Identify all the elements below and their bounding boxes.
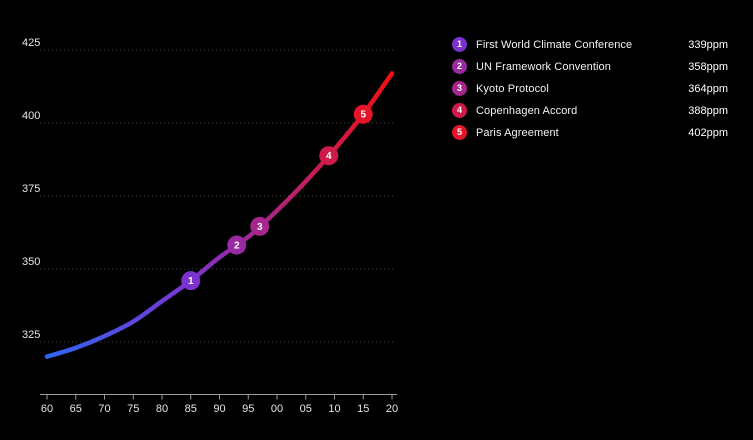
y-axis-tick-label: 325 (22, 329, 40, 341)
legend-item-value: 358ppm (688, 60, 728, 73)
event-marker-number: 3 (257, 222, 263, 233)
x-axis-tick-label: 15 (357, 403, 369, 415)
legend: 1 First World Climate Conference 339ppm 2 UN… (452, 37, 728, 140)
legend-item-label: Kyoto Protocol (476, 82, 549, 95)
x-axis-tick-label: 85 (185, 403, 197, 415)
x-axis-tick-label: 60 (41, 403, 53, 415)
legend-marker-badge: 2 (452, 59, 467, 74)
event-markers: 1 2 3 4 5 (181, 104, 373, 291)
event-marker-4: 4 (319, 146, 339, 166)
x-axis-tick-label: 75 (127, 403, 139, 415)
event-marker-5: 5 (353, 104, 373, 124)
legend-item-label: Copenhagen Accord (476, 104, 578, 117)
x-axis-tick-label: 65 (70, 403, 82, 415)
y-axis-tick-label: 350 (22, 256, 40, 268)
x-axis: 60 65 70 75 80 85 90 95 00 05 10 15 20 (40, 394, 398, 415)
x-axis-tick-label: 05 (300, 403, 312, 415)
legend-item: 1 First World Climate Conference 339ppm (452, 37, 728, 52)
legend-item-label: Paris Agreement (476, 126, 559, 139)
x-axis-tick-label: 70 (98, 403, 110, 415)
legend-marker-badge: 5 (452, 125, 467, 140)
event-marker-number: 1 (188, 276, 194, 287)
legend-item-value: 388ppm (688, 104, 728, 117)
x-axis-tick-label: 80 (156, 403, 168, 415)
legend-item: 5 Paris Agreement 402ppm (452, 125, 728, 140)
legend-item-label: UN Framework Convention (476, 60, 611, 73)
legend-item-value: 339ppm (688, 38, 728, 51)
y-axis-tick-label: 375 (22, 183, 40, 195)
event-marker-number: 2 (234, 241, 240, 252)
legend-marker-badge: 3 (452, 81, 467, 96)
event-marker-number: 5 (360, 110, 366, 121)
legend-item: 2 UN Framework Convention 358ppm (452, 59, 728, 74)
y-axis-tick-label: 425 (22, 37, 40, 49)
co2-curve (44, 71, 395, 359)
legend-marker-badge: 4 (452, 103, 467, 118)
event-marker-2: 2 (227, 235, 247, 255)
x-axis-tick-label: 20 (386, 403, 398, 415)
x-axis-tick-label: 00 (271, 403, 283, 415)
legend-item-value: 402ppm (688, 126, 728, 139)
legend-item: 4 Copenhagen Accord 388ppm (452, 103, 728, 118)
legend-item-label: First World Climate Conference (476, 38, 633, 51)
event-marker-number: 4 (326, 151, 332, 162)
x-axis-tick-label: 10 (328, 403, 340, 415)
x-axis-tick-label: 95 (242, 403, 254, 415)
y-axis-tick-label: 400 (22, 110, 40, 122)
event-marker-3: 3 (250, 216, 270, 236)
legend-item: 3 Kyoto Protocol 364ppm (452, 81, 728, 96)
legend-item-value: 364ppm (688, 82, 728, 95)
legend-marker-badge: 1 (452, 37, 467, 52)
x-axis-tick-label: 90 (213, 403, 225, 415)
event-marker-1: 1 (181, 271, 201, 291)
